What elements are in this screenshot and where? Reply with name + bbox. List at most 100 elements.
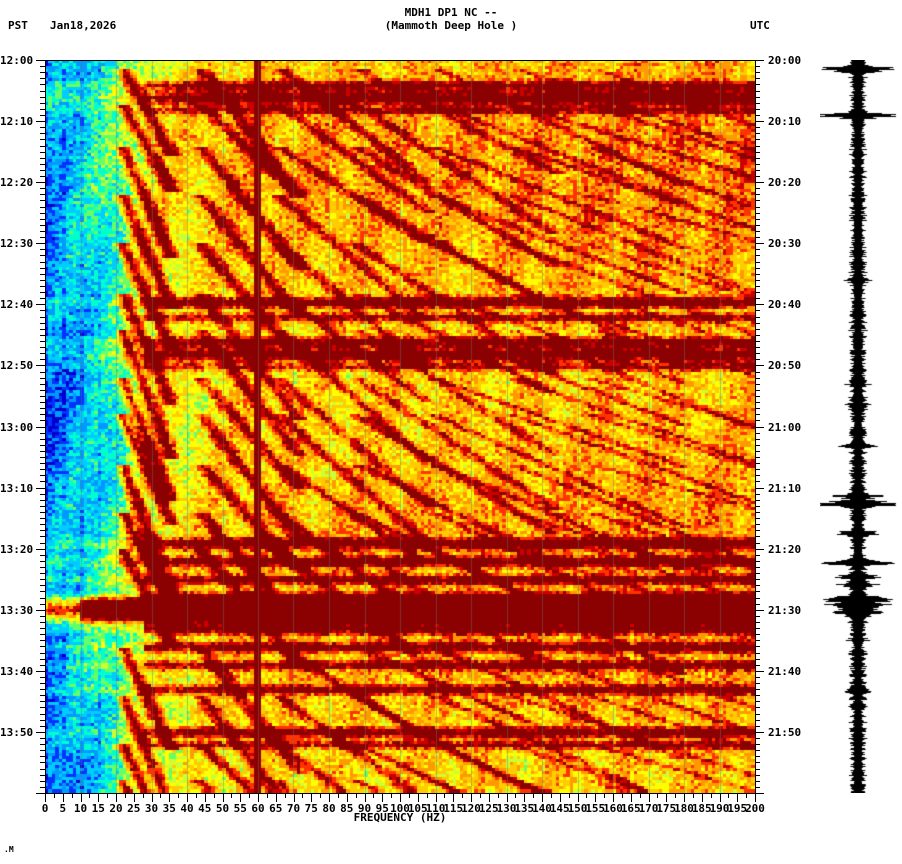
freq-tick-major	[649, 794, 650, 802]
freq-label: 155	[585, 802, 606, 815]
time-tick-minor-left	[40, 579, 45, 580]
time-tick-minor-right	[755, 683, 760, 684]
freq-label: 110	[425, 802, 446, 815]
time-tick-minor-left	[40, 353, 45, 354]
freq-label: 90	[357, 802, 372, 815]
freq-tick-major	[631, 794, 632, 802]
time-tick-minor-left	[40, 152, 45, 153]
time-tick-minor-left	[40, 72, 45, 73]
freq-tick-major	[258, 794, 259, 802]
spectrogram-canvas	[45, 60, 755, 793]
time-tick-minor-left	[40, 720, 45, 721]
time-tick-minor-right	[755, 646, 760, 647]
time-tick-minor-right	[755, 323, 760, 324]
freq-tick-minor	[125, 794, 126, 798]
time-tick-major-left	[36, 793, 45, 794]
time-tick-minor-right	[755, 714, 760, 715]
time-tick-minor-left	[40, 219, 45, 220]
time-tick-minor-right	[755, 146, 760, 147]
time-tick-minor-right	[755, 585, 760, 586]
time-tick-minor-right	[755, 604, 760, 605]
freq-tick-minor	[586, 794, 587, 798]
axis-line-bottom	[45, 793, 756, 794]
timezone-label-left: PST	[8, 19, 28, 32]
time-tick-minor-left	[40, 775, 45, 776]
freq-label: 180	[674, 802, 694, 815]
freq-tick-minor	[107, 794, 108, 798]
time-tick-minor-right	[755, 268, 760, 269]
time-tick-minor-right	[755, 194, 760, 195]
time-tick-minor-left	[40, 689, 45, 690]
time-tick-minor-left	[40, 536, 45, 537]
freq-tick-major	[418, 794, 419, 802]
time-tick-minor-left	[40, 665, 45, 666]
freq-tick-major	[347, 794, 348, 802]
time-tick-minor-left	[40, 310, 45, 311]
time-tick-minor-left	[40, 78, 45, 79]
time-tick-minor-left	[40, 231, 45, 232]
time-tick-minor-left	[40, 329, 45, 330]
time-tick-minor-left	[40, 585, 45, 586]
time-tick-minor-left	[40, 280, 45, 281]
time-tick-minor-right	[755, 353, 760, 354]
time-tick-minor-right	[755, 640, 760, 641]
freq-tick-major	[294, 794, 295, 802]
time-tick-minor-right	[755, 298, 760, 299]
freq-tick-major	[311, 794, 312, 802]
time-tick-minor-right	[755, 237, 760, 238]
time-tick-minor-left	[40, 634, 45, 635]
time-tick-minor-right	[755, 402, 760, 403]
freq-tick-minor	[657, 794, 658, 798]
freq-tick-major	[755, 794, 756, 802]
freq-label: 0	[41, 802, 49, 815]
time-tick-minor-right	[755, 579, 760, 580]
time-tick-minor-right	[755, 506, 760, 507]
freq-tick-major	[542, 794, 543, 802]
time-tick-minor-right	[755, 750, 760, 751]
freq-label: 190	[709, 802, 730, 815]
time-tick-minor-right	[755, 756, 760, 757]
freq-label: 195	[727, 802, 748, 815]
freq-tick-minor	[267, 794, 268, 798]
freq-tick-major	[63, 794, 64, 802]
page-title: MDH1 DP1 NC --	[404, 6, 498, 19]
freq-label: 95	[375, 802, 389, 815]
time-tick-minor-left	[40, 781, 45, 782]
time-tick-minor-left	[40, 66, 45, 67]
freq-tick-major	[223, 794, 224, 802]
freq-label: 135	[514, 802, 535, 815]
freq-tick-major	[702, 794, 703, 802]
time-tick-minor-right	[755, 310, 760, 311]
time-label-utc: 20:50	[768, 359, 802, 373]
time-tick-major-right	[755, 549, 764, 550]
freq-tick-major	[684, 794, 685, 802]
time-tick-major-right	[755, 732, 764, 733]
time-tick-minor-left	[40, 91, 45, 92]
freq-tick-minor	[622, 794, 623, 798]
freq-label: 35	[162, 802, 176, 815]
time-tick-minor-right	[755, 152, 760, 153]
time-tick-minor-right	[755, 616, 760, 617]
time-tick-minor-right	[755, 543, 760, 544]
spectrogram-plot[interactable]	[45, 60, 755, 793]
time-tick-minor-left	[40, 701, 45, 702]
freq-label: 25	[127, 802, 141, 815]
time-tick-minor-right	[755, 329, 760, 330]
time-tick-minor-right	[755, 524, 760, 525]
time-tick-minor-right	[755, 317, 760, 318]
freq-label: 80	[322, 802, 336, 815]
time-tick-minor-left	[40, 750, 45, 751]
time-label-pst: 13:50	[0, 725, 34, 739]
time-tick-minor-right	[755, 561, 760, 562]
freq-tick-major	[400, 794, 401, 802]
freq-tick-minor	[498, 794, 499, 798]
freq-tick-minor	[143, 794, 144, 798]
time-label-pst: 12:10	[0, 115, 34, 129]
time-label-pst: 13:00	[0, 420, 34, 434]
freq-tick-minor	[285, 794, 286, 798]
time-tick-major-right	[755, 488, 764, 489]
time-tick-minor-right	[755, 695, 760, 696]
time-label-utc: 20:10	[768, 115, 802, 129]
time-tick-major-left	[36, 610, 45, 611]
time-tick-minor-left	[40, 255, 45, 256]
